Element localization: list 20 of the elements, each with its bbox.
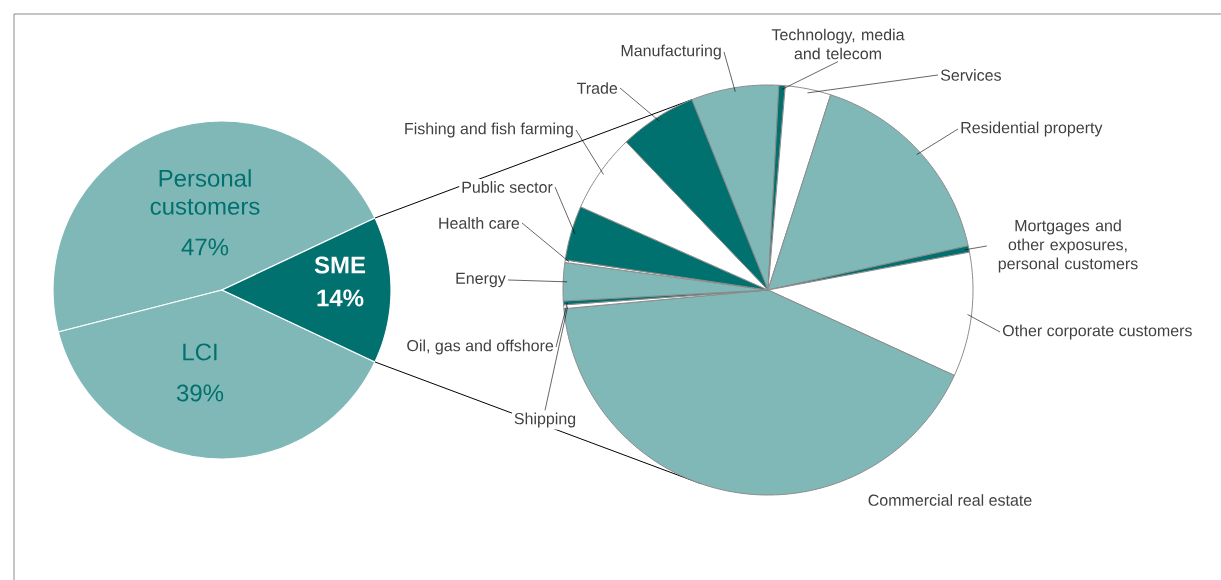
data-label: 47%	[181, 238, 229, 256]
slice-label: Technology, media and telecom	[771, 28, 905, 60]
slice-label: Residential property	[961, 121, 1103, 137]
slice-label: Health care	[439, 217, 520, 229]
slice-label: Trade	[576, 82, 618, 94]
slice-label: Public sector	[462, 181, 553, 193]
slice-label: Shipping	[514, 412, 576, 428]
data-label: 39%	[176, 384, 224, 402]
slice-label: LCI	[183, 343, 217, 361]
slice-label: Fishing and fish farming	[405, 122, 573, 138]
slice-label: Other corporate customers	[1002, 324, 1192, 340]
slice-label: Services	[940, 69, 1001, 81]
slice-label: Mortgages and other exposures, personal customers	[998, 219, 1138, 273]
data-label: 14%	[317, 289, 364, 307]
slice-label: Oil, gas and offshore	[407, 339, 554, 355]
slice-label: Energy	[456, 272, 506, 288]
slice-label: Commercial real estate	[868, 494, 1032, 506]
slice-label: Personal customers	[150, 169, 260, 215]
slice-label: Manufacturing	[621, 44, 721, 60]
slice-label: SME	[314, 256, 366, 274]
